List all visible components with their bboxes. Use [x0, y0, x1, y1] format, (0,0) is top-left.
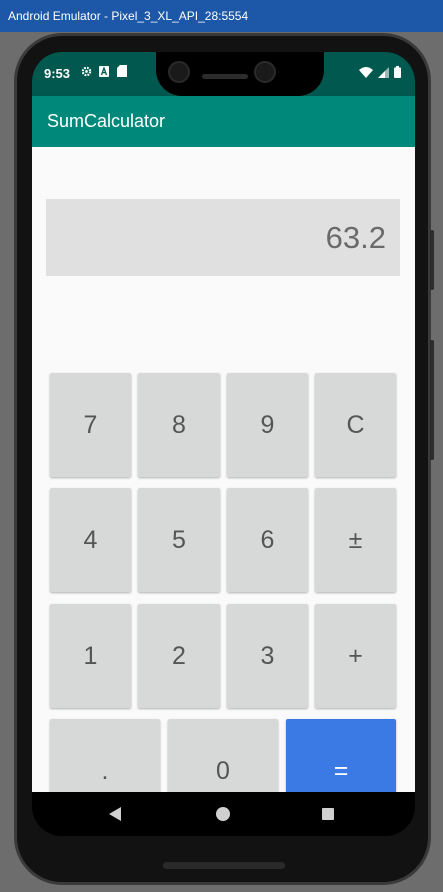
key-clear[interactable]: C — [315, 373, 396, 477]
key-6[interactable]: 6 — [227, 488, 308, 592]
back-icon[interactable] — [109, 807, 121, 821]
navigation-bar — [32, 792, 415, 836]
key-plus[interactable]: + — [315, 604, 396, 708]
wifi-icon — [359, 65, 373, 83]
phone-chin-speaker — [163, 862, 285, 869]
result-display: 63.2 — [46, 199, 400, 276]
key-3[interactable]: 3 — [227, 604, 308, 708]
key-4[interactable]: 4 — [50, 488, 131, 592]
app-bar: SumCalculator — [32, 96, 415, 147]
earpiece-speaker — [202, 74, 248, 79]
power-button[interactable] — [430, 230, 434, 290]
app-title: SumCalculator — [47, 111, 166, 131]
status-bar: 9:53 — [32, 52, 415, 96]
signal-icon — [378, 65, 389, 83]
recents-icon[interactable] — [322, 808, 334, 820]
calculator-body: 63.2 7 8 9 C 4 5 6 ± 1 2 3 + . 0 = — [32, 147, 415, 823]
key-1[interactable]: 1 — [50, 604, 131, 708]
volume-rocker[interactable] — [430, 340, 434, 460]
front-camera-icon — [168, 61, 190, 83]
status-time: 9:53 — [44, 66, 71, 81]
battery-icon — [394, 65, 401, 83]
front-camera-icon — [254, 61, 276, 83]
key-2[interactable]: 2 — [138, 604, 220, 708]
font-a-icon — [98, 65, 110, 77]
device-screen: 9:53 — [32, 52, 415, 836]
key-5[interactable]: 5 — [138, 488, 220, 592]
emulator-window-title: Android Emulator - Pixel_3_XL_API_28:555… — [0, 0, 443, 32]
key-plus-minus[interactable]: ± — [315, 488, 396, 592]
sd-card-icon — [116, 65, 128, 77]
key-7[interactable]: 7 — [50, 373, 131, 477]
key-9[interactable]: 9 — [227, 373, 308, 477]
home-icon[interactable] — [216, 807, 230, 821]
gear-icon — [80, 65, 92, 77]
camera-notch — [156, 52, 324, 96]
key-8[interactable]: 8 — [138, 373, 220, 477]
